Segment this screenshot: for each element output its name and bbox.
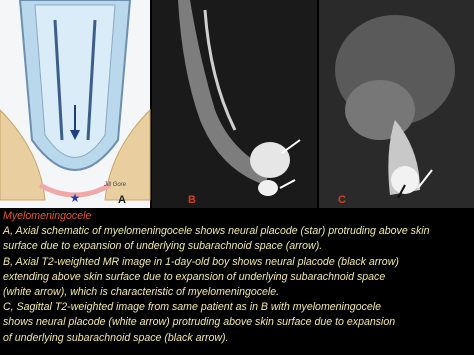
- panel-b: B: [152, 0, 317, 208]
- caption-line: surface due to expansion of underlying s…: [3, 240, 323, 253]
- panel-a: ★ Jill Gore A: [0, 0, 151, 208]
- figure-panels: ★ Jill Gore A B C: [0, 0, 474, 208]
- caption: Myelomeningocele A, Axial schematic of m…: [3, 209, 473, 346]
- panel-label: C: [338, 194, 346, 206]
- panel-label: B: [188, 194, 196, 206]
- panel-c: C: [319, 0, 474, 208]
- svg-text:Jill Gore: Jill Gore: [103, 182, 127, 188]
- caption-line: of underlying subarachnoid space (black …: [3, 331, 229, 344]
- caption-line: (white arrow), which is characteristic o…: [3, 286, 280, 299]
- svg-text:★: ★: [70, 191, 81, 205]
- caption-line: A, Axial schematic of myelomeningocele s…: [3, 225, 430, 238]
- panel-label: A: [118, 194, 126, 206]
- caption-line: B, Axial T2-weighted MR image in 1-day-o…: [3, 255, 399, 268]
- caption-line: extending above skin surface due to expa…: [3, 270, 386, 283]
- caption-line: C, Sagittal T2-weighted image from same …: [3, 301, 382, 314]
- caption-title: Myelomeningocele: [3, 210, 92, 222]
- caption-line: shows neural placode (white arrow) protr…: [3, 316, 396, 329]
